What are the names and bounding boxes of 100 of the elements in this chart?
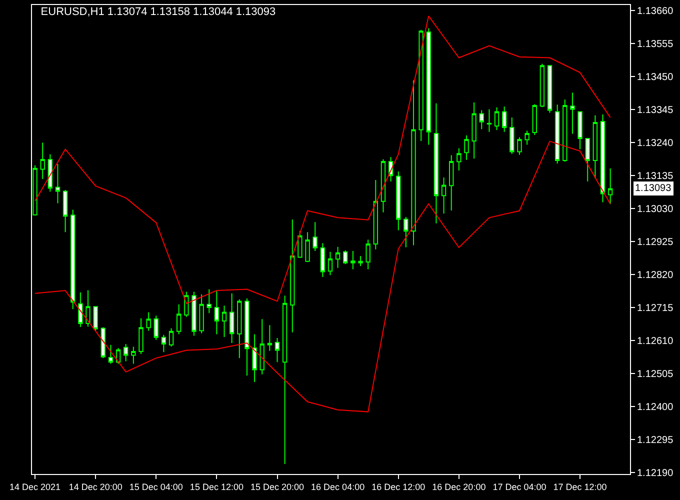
candlestick [237,298,242,359]
x-tick-label: 14 Dec 2021 [10,482,61,492]
candlestick [570,92,575,134]
y-tick-label: 1.13030 [637,204,674,216]
candlestick [206,288,212,314]
y-tick-label: 1.12505 [637,368,674,380]
candlestick [161,334,166,353]
candlestick [222,305,227,338]
candlestick [380,158,386,213]
y-tick-label: 1.12610 [637,336,674,347]
x-tick-label: 16 Dec 04:00 [311,482,365,492]
candlestick [396,170,401,231]
y-tick-label: 1.12925 [637,237,674,248]
candlestick [86,290,90,328]
candlestick [562,99,568,162]
candlestick [328,251,333,276]
candlestick [32,164,38,216]
y-tick-label: 1.13135 [637,171,674,182]
x-tick-label: 16 Dec 20:00 [432,482,486,492]
candlestick [335,246,340,268]
y-tick-label: 1.13450 [637,72,674,84]
candlestick [244,298,250,376]
y-tick-label: 1.13240 [637,138,674,150]
y-tick-label: 1.13555 [637,39,674,50]
candlestick [449,154,454,211]
x-tick-label: 14 Dec 20:00 [68,482,122,492]
x-tick-label: 15 Dec 20:00 [250,482,304,492]
y-tick-label: 1.12715 [637,303,674,314]
candlestick [434,102,439,224]
candlestick [608,168,613,205]
candlestick [176,304,182,335]
candlestick [426,28,431,146]
y-tick-label: 1.13660 [637,6,674,18]
candlestick [267,324,272,352]
candlestick [154,315,158,340]
candlestick [199,294,204,334]
candlestick [124,343,128,362]
x-tick-label: 16 Dec 12:00 [372,482,426,492]
candlestick [184,291,189,318]
candlestick [600,114,606,203]
y-tick-label: 1.12190 [637,468,674,479]
candlestick [305,232,310,262]
x-tick-label: 17 Dec 04:00 [492,482,546,492]
candlestick [441,176,446,214]
text: 1.13093 [635,183,672,194]
candlestick [40,142,45,180]
candlestick [472,102,476,160]
candlestick [214,290,220,335]
candlestick [252,334,257,382]
y-tick-label: 1.13345 [637,105,674,116]
candlestick [298,230,302,258]
candlestick [192,291,196,336]
candlestick [585,138,590,182]
candlestick [366,239,370,270]
candlestick [138,318,144,354]
candlestick [229,292,234,344]
candlestick [282,295,288,464]
candlestick [320,242,326,278]
candlestick [554,104,560,164]
line-series [34,140,611,412]
candlestick [486,108,492,132]
candlestick [108,344,114,364]
candlestick [48,154,53,192]
candlestick [290,219,295,333]
candlestick [547,64,552,114]
candlestick [260,318,264,375]
candlestick [479,110,484,130]
y-tick-label: 1.12820 [637,270,674,282]
candlestick [532,104,537,136]
candlestick [100,326,106,359]
x-tick-label: 17 Dec 12:00 [553,482,607,492]
x-tick-label: 15 Dec 12:00 [190,482,244,492]
line-series [34,15,611,304]
candlestick [93,306,98,332]
candlestick [358,255,363,267]
candlestick [456,148,462,172]
candlestick [350,250,356,270]
candlestick [517,136,522,156]
y-tick-label: 1.12400 [637,402,674,413]
candlestick [502,106,507,132]
candlestick [418,29,424,142]
y-tick-label: 1.12295 [637,434,674,446]
candlestick [70,209,76,310]
candlestick [524,130,530,146]
candlestick [62,190,68,233]
candlestick [578,111,582,150]
candlestick [464,134,469,160]
candlestick [411,80,416,246]
candlestick [540,63,545,108]
candlestick [78,292,83,328]
candlestick [510,116,514,154]
candlestick [168,328,174,347]
candlestick [146,312,151,332]
candlestick [404,216,408,248]
x-tick-label: 15 Dec 04:00 [129,482,183,492]
candlestick [494,106,500,131]
candlestick [131,346,136,364]
candlestick [343,250,348,265]
chart-title: EURUSD,H1 1.13074 1.13158 1.13044 1.13093 [40,6,276,18]
candlestick [312,222,318,252]
